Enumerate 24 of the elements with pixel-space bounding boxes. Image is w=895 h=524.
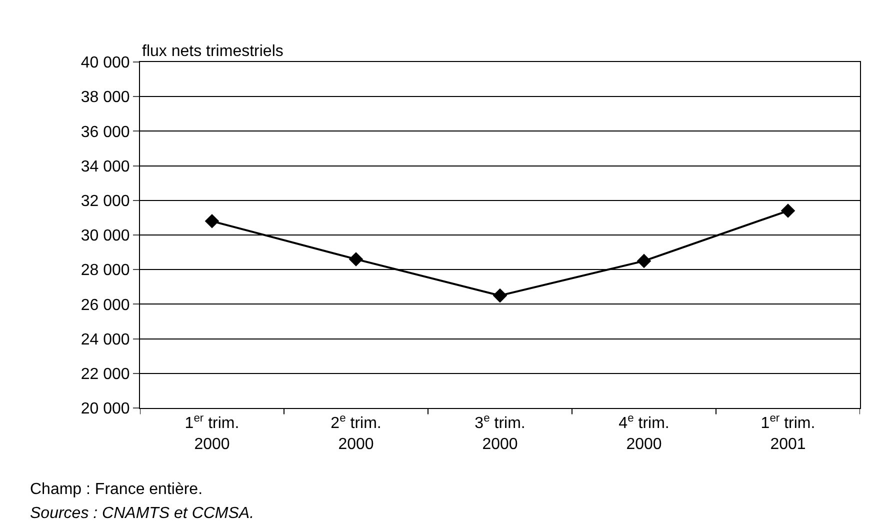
point	[636, 254, 652, 268]
y-tick-label: 22 000	[80, 366, 130, 383]
x-tick-label: 1$^{er}$ trim. 2001	[760, 412, 816, 453]
x-tick-label: 4$^{e}$ trim. 2000	[618, 412, 670, 453]
y-tick-label: 34 000	[80, 158, 130, 176]
point	[204, 214, 220, 228]
y-tick-label: 24 000	[80, 331, 130, 348]
point	[348, 252, 364, 266]
y-tick-label: 26 000	[80, 296, 130, 314]
point	[780, 204, 796, 218]
x-tick-label: 2$^{e}$ trim. 2000	[330, 412, 382, 453]
source-note: Sources : CNAMTS et CCMSA.	[30, 505, 254, 522]
text: Champ : France entière.	[30, 481, 203, 498]
y-tick-label: 36 000	[80, 124, 130, 141]
x-tick-label: 1$^{er}$ trim. 2000	[184, 412, 240, 453]
y-tick-label: 28 000	[80, 262, 130, 280]
point	[492, 288, 508, 303]
y-tick-label: 30 000	[80, 228, 130, 245]
y-tick-label: 38 000	[80, 89, 130, 106]
y-tick-label: 20 000	[80, 400, 130, 418]
y-tick-label: 40 000	[80, 54, 130, 72]
y-tick-label: 32 000	[80, 193, 130, 210]
x-tick-label: 3$^{e}$ trim. 2000	[474, 412, 526, 453]
y-axis-title: flux nets trimestriels	[142, 43, 284, 60]
